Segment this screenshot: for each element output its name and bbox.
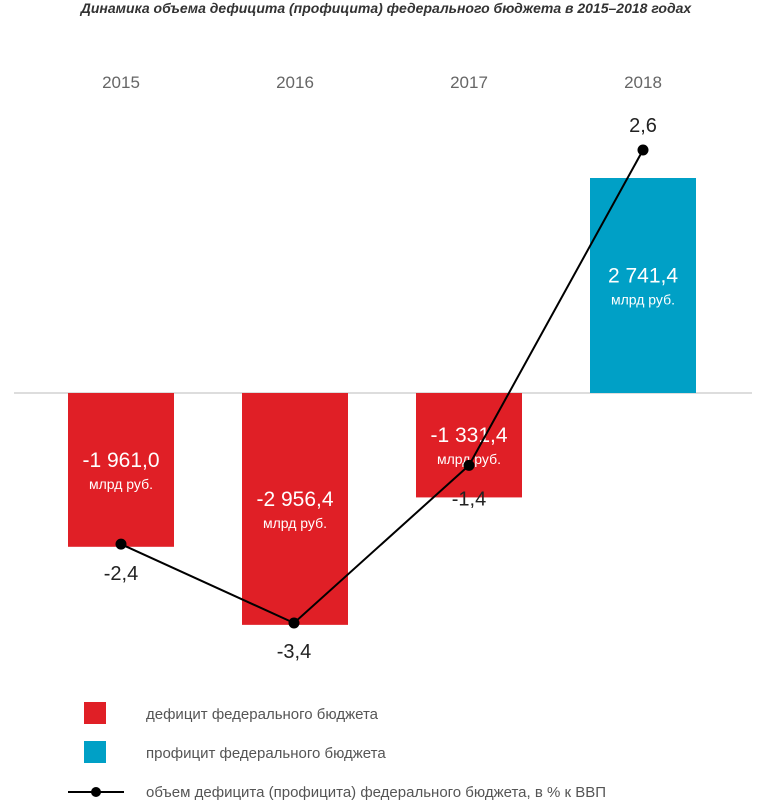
chart-title: Динамика объема дефицита (профицита) фед…: [80, 0, 693, 16]
bar-unit-2015: млрд руб.: [89, 476, 153, 492]
year-label-2015: 2015: [102, 73, 140, 92]
year-label-2018: 2018: [624, 73, 662, 92]
bars: [68, 178, 696, 625]
bar-unit-2017: млрд руб.: [437, 451, 501, 467]
legend-label-deficit: дефицит федерального бюджета: [146, 706, 379, 723]
year-label-2017: 2017: [450, 73, 488, 92]
bar-value-2017: -1 331,4: [430, 424, 507, 447]
legend-label-line: объем дефицита (профицита) федерального …: [146, 784, 606, 801]
line-series: -2,4 -3,4 -1,4 2,6: [104, 115, 657, 663]
gdp-point-2016: [288, 617, 300, 629]
year-label-2016: 2016: [276, 73, 314, 92]
gdp-point-2018: [637, 144, 649, 156]
legend-label-surplus: профицит федерального бюджета: [146, 745, 386, 762]
gdp-point-label-2017: -1,4: [452, 488, 486, 510]
bar-unit-2016: млрд руб.: [263, 515, 327, 531]
year-labels: 2015 2016 2017 2018: [102, 73, 662, 92]
gdp-point-label-2016: -3,4: [277, 641, 311, 663]
bar-unit-2018: млрд руб.: [611, 292, 675, 308]
legend: дефицит федерального бюджета профицит фе…: [68, 702, 606, 801]
legend-line-dot: [91, 787, 101, 797]
bar-value-2018: 2 741,4: [608, 265, 678, 288]
legend-swatch-surplus: [84, 741, 106, 763]
bar-value-2015: -1 961,0: [82, 449, 159, 472]
gdp-point-label-2018: 2,6: [629, 115, 657, 137]
gdp-point-label-2015: -2,4: [104, 563, 138, 585]
bar-value-2016: -2 956,4: [256, 488, 333, 511]
legend-swatch-deficit: [84, 702, 106, 724]
gdp-point-2015: [115, 538, 127, 550]
bar-2016: [242, 393, 348, 625]
gdp-share-line: [120, 149, 644, 625]
bar-2015: [68, 393, 174, 547]
gdp-point-2017: [463, 459, 475, 471]
bar-2017: [416, 393, 522, 498]
bar-labels: -1 961,0 млрд руб. -2 956,4 млрд руб. -1 331…: [82, 265, 678, 531]
